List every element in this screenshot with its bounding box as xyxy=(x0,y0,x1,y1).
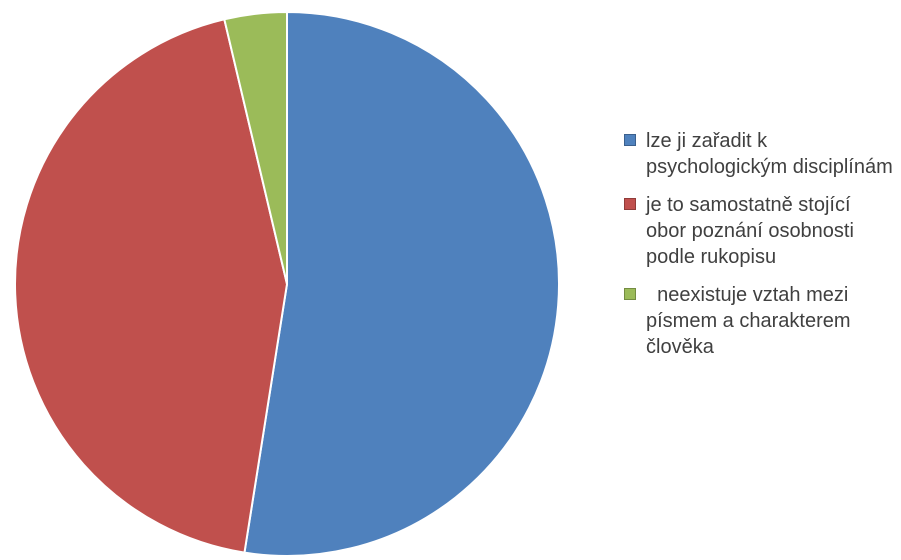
legend-swatch-0 xyxy=(624,134,636,146)
legend-item-1: je to samostatně stojící obor poznání os… xyxy=(624,192,896,270)
legend-swatch-2 xyxy=(624,288,636,300)
legend-label-1: je to samostatně stojící obor poznání os… xyxy=(646,194,860,268)
legend-label-2: neexistuje vztah mezi písmem a charakter… xyxy=(646,284,857,358)
legend-item-2: neexistuje vztah mezi písmem a charakter… xyxy=(624,282,896,360)
chart-legend: lze ji zařadit k psychologickým disciplí… xyxy=(624,128,896,372)
legend-item-0: lze ji zařadit k psychologickým disciplí… xyxy=(624,128,896,180)
pie-slice-0 xyxy=(243,10,560,557)
pie-slices xyxy=(14,10,560,557)
legend-swatch-1 xyxy=(624,198,636,210)
pie-slice-2 xyxy=(223,10,288,285)
legend-label-0: lze ji zařadit k psychologickým disciplí… xyxy=(646,130,893,178)
pie-slice-1 xyxy=(14,18,289,554)
